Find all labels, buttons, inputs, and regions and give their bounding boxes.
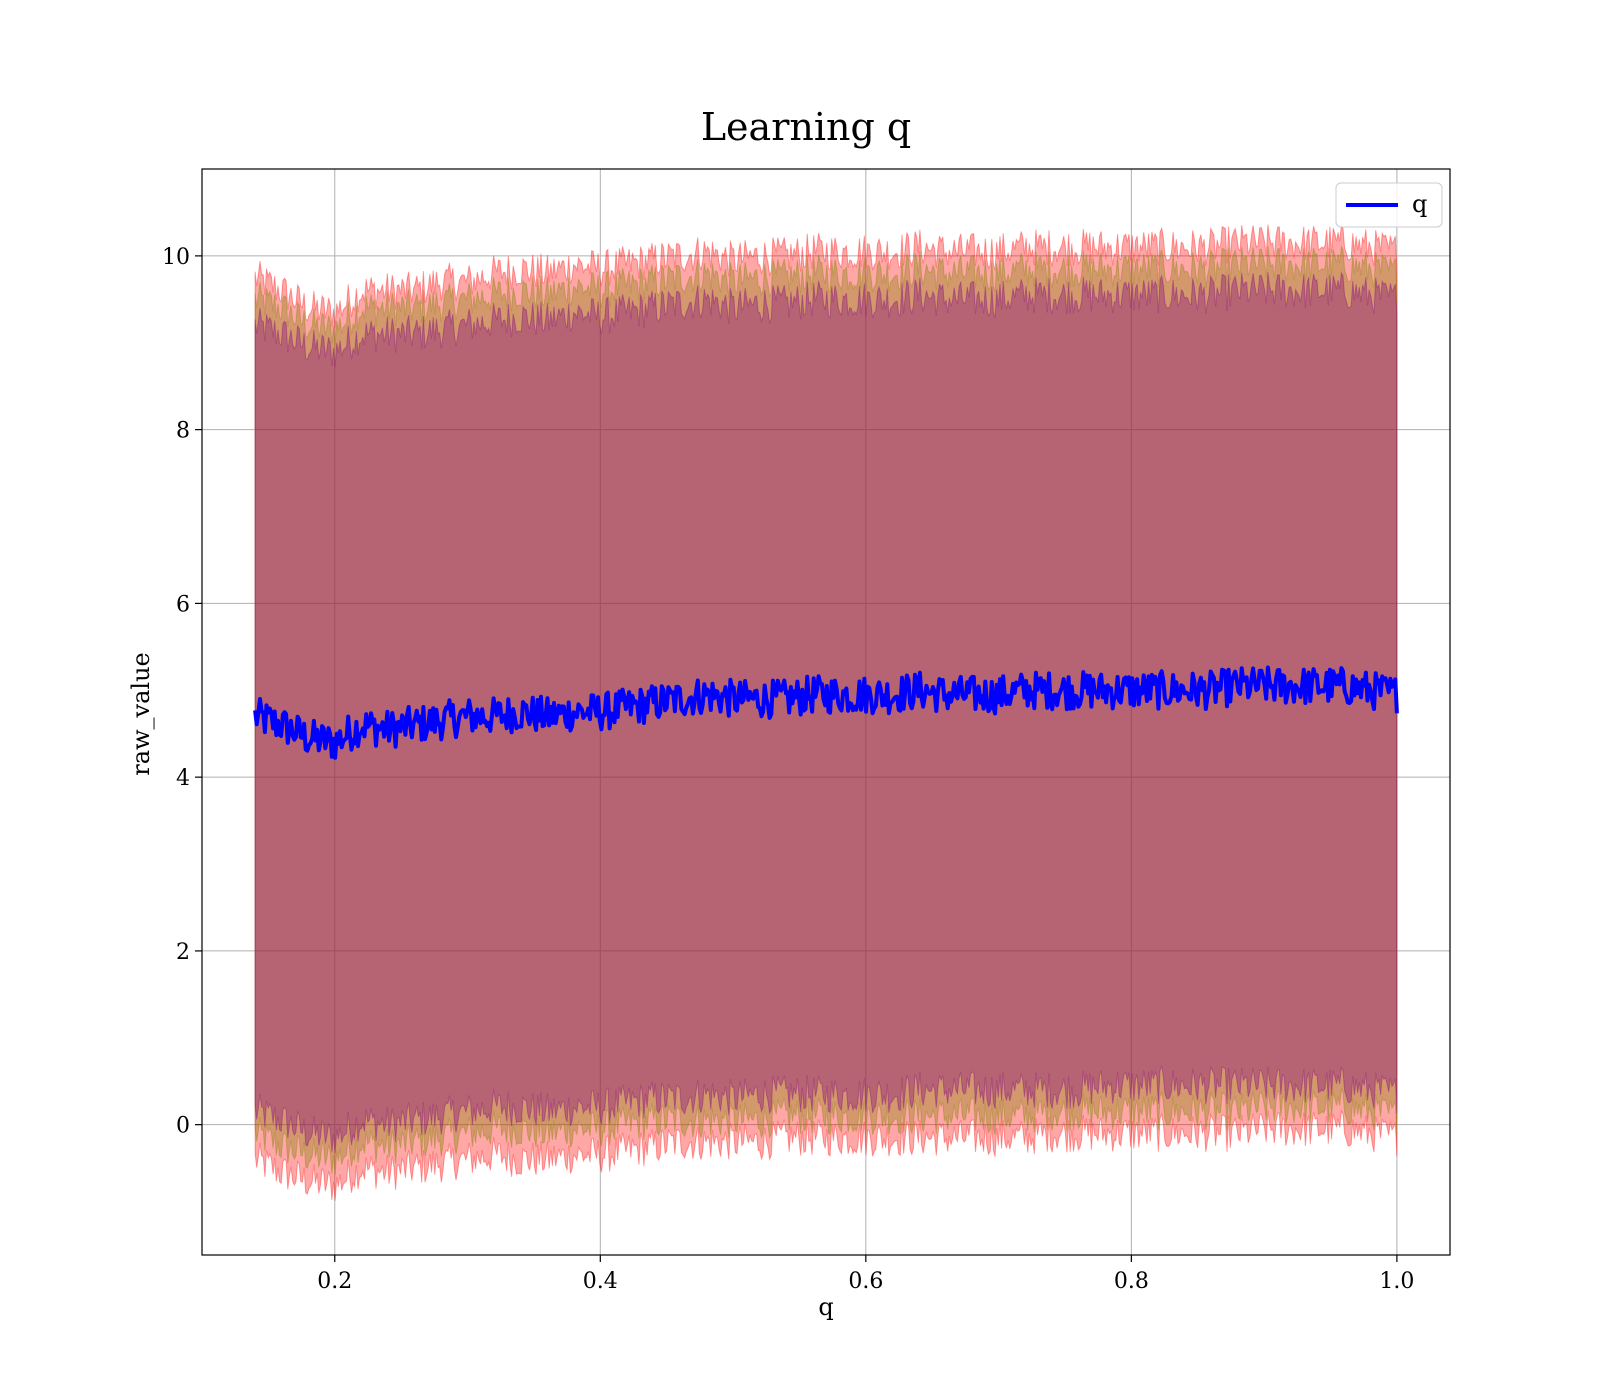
x-tick-label: 0.8 bbox=[1114, 1269, 1149, 1294]
y-tick-label: 8 bbox=[176, 419, 190, 444]
x-axis-label: q bbox=[818, 1293, 833, 1321]
x-tick-label: 0.2 bbox=[317, 1269, 352, 1294]
series-lines bbox=[253, 665, 1399, 760]
legend-label: q bbox=[1412, 190, 1427, 218]
grid bbox=[202, 169, 1450, 1255]
x-tick-label: 0.6 bbox=[848, 1269, 883, 1294]
x-ticks: 0.2 0.4 0.6 0.8 1.0 bbox=[317, 1255, 1414, 1294]
y-tick-label: 2 bbox=[176, 940, 190, 965]
band-area bbox=[254, 244, 1398, 1175]
x-tick-label: 1.0 bbox=[1379, 1269, 1414, 1294]
band-area bbox=[254, 271, 1398, 1154]
y-tick-label: 4 bbox=[176, 766, 190, 791]
y-tick-label: 6 bbox=[176, 592, 190, 617]
bands bbox=[254, 223, 1398, 1201]
legend: q bbox=[1335, 182, 1443, 228]
x-tick-label: 0.4 bbox=[583, 1269, 618, 1294]
y-tick-label: 0 bbox=[176, 1114, 190, 1139]
series-line bbox=[253, 665, 1399, 760]
y-axis-label: raw_value bbox=[127, 652, 155, 776]
plot-frame bbox=[201, 168, 1451, 1256]
y-ticks: 0 2 4 6 8 10 bbox=[162, 245, 202, 1139]
y-tick-label: 10 bbox=[162, 245, 190, 270]
band-area bbox=[254, 223, 1398, 1201]
chart-title: Learning q bbox=[701, 105, 911, 149]
